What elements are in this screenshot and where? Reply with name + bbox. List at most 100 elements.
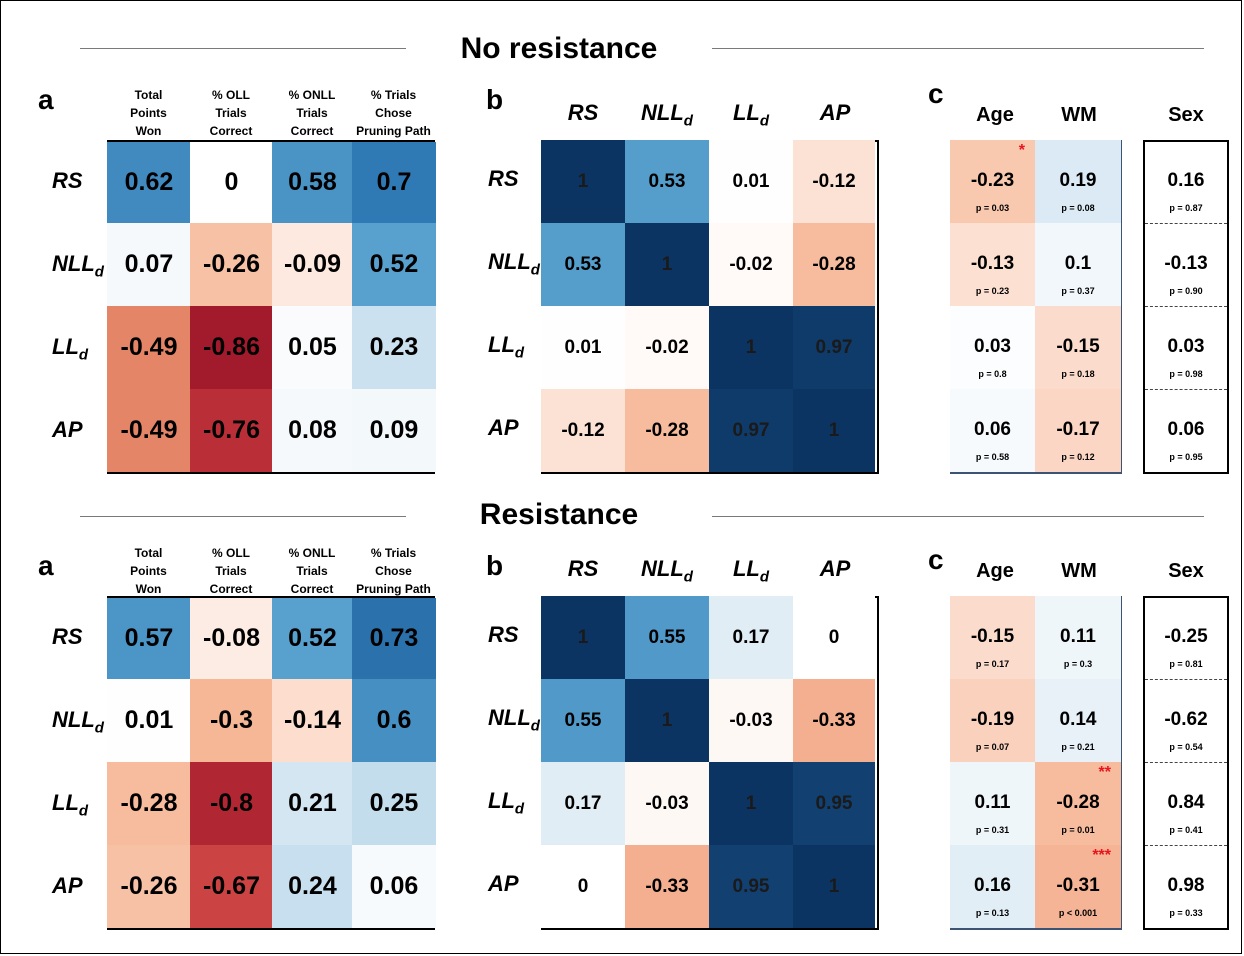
divider-left — [80, 48, 406, 49]
heatmap-cell: 0.52 — [272, 598, 353, 679]
p-value: p = 0.31 — [975, 825, 1010, 835]
section-title: No resistance — [460, 32, 658, 65]
panel-a-row-header: AP — [52, 873, 83, 898]
p-value: p = 0.12 — [1061, 452, 1095, 462]
subscript-d: d — [683, 568, 693, 586]
panel-b-row-header: RS — [488, 622, 519, 647]
col-header-line: Pruning Path — [356, 582, 431, 596]
subscript-d: d — [94, 263, 104, 281]
p-value: p = 0.13 — [975, 908, 1010, 918]
panel-c-col-header: Sex — [1168, 560, 1204, 582]
heatmap-cell: -0.76 — [190, 389, 273, 472]
heatmap-cell-wm: -0.15 p = 0.18 — [1035, 306, 1121, 389]
section-title: Resistance — [479, 498, 639, 531]
p-value: p = 0.08 — [1061, 203, 1095, 213]
correlation-value: -0.15 — [970, 626, 1015, 647]
heatmap-cell: 0.25 — [352, 762, 436, 845]
divider-right — [712, 48, 1204, 49]
row-divider — [1145, 223, 1227, 224]
heatmap-cell: -0.12 — [793, 140, 875, 223]
panel-a-row-header: AP — [52, 417, 83, 442]
heatmap-cell: -0.33 — [625, 845, 709, 928]
p-value: p = 0.37 — [1061, 286, 1095, 296]
heatmap-cell: 0.01 — [541, 306, 625, 389]
subscript-d: d — [530, 261, 540, 279]
heatmap-cell-wm: 0.11 p = 0.3 — [1035, 596, 1121, 679]
heatmap-cell: 1 — [793, 845, 875, 928]
sex-value: -0.25 — [1164, 626, 1208, 647]
sex-p-value: p = 0.81 — [1169, 659, 1203, 669]
panel-b-heatmap: 1 0.55 0.17 0 0.55 1 -0.03 -0.33 0.17 -0.03 1 0.95 0… — [541, 596, 879, 930]
heatmap-cell: -0.8 — [190, 762, 273, 845]
heatmap-cell: -0.12 — [541, 389, 625, 472]
panel-a-row-header: RS — [52, 624, 83, 649]
panel-c-col-header: WM — [1061, 560, 1097, 582]
panel-letter-a: a — [38, 84, 54, 115]
subscript-d: d — [530, 717, 540, 735]
heatmap-cell: 0 — [190, 142, 273, 223]
correlation-value: 0.03 — [974, 336, 1011, 357]
col-header-line: Correct — [290, 582, 334, 596]
sex-value: 0.84 — [1167, 792, 1205, 813]
sex-value: -0.62 — [1164, 709, 1208, 730]
correlation-value: -0.23 — [970, 170, 1015, 191]
heatmap-cell: -0.26 — [107, 845, 191, 928]
heatmap-cell: 0.17 — [541, 762, 625, 845]
panel-c-col-header: WM — [1061, 104, 1097, 126]
heatmap-cell: -0.03 — [625, 762, 709, 845]
panel-b-heatmap: 1 0.53 0.01 -0.12 0.53 1 -0.02 -0.28 0.01 -0.02 1 0… — [541, 140, 879, 474]
col-header-line: % OLL — [212, 546, 250, 560]
panel-b-row-header: AP — [488, 415, 519, 440]
heatmap-cell: 1 — [625, 223, 709, 306]
panel-a-col-header: % Trials Chose Pruning Path — [352, 86, 435, 140]
heatmap-cell: 0.23 — [352, 306, 436, 389]
panel-b-row-header: LLd — [488, 788, 525, 818]
heatmap-cell: 0.55 — [625, 596, 709, 679]
correlation-value: 0.11 — [1060, 626, 1096, 647]
p-value: p = 0.23 — [975, 286, 1010, 296]
p-value: p = 0.07 — [975, 742, 1010, 752]
heatmap-cell-age: -0.23 p = 0.03 * — [950, 140, 1035, 223]
heatmap-cell: -0.08 — [190, 598, 273, 679]
heatmap-cell: 0.21 — [272, 762, 353, 845]
col-header-line: Trials — [215, 564, 247, 578]
heatmap-cell: 0.01 — [709, 140, 793, 223]
panel-c-sex-box: -0.25 p = 0.81 -0.62 p = 0.54 0.84 p = 0.41 0.… — [1143, 596, 1229, 930]
heatmap-cell: 0.97 — [793, 306, 875, 389]
panel-b-col-header: RS — [567, 100, 599, 125]
heatmap-cell: -0.28 — [625, 389, 709, 472]
correlation-value: -0.13 — [970, 253, 1015, 274]
panel-c-heatmap: -0.15 p = 0.17 -0.19 p = 0.07 0.11 p = 0.31 0.… — [950, 596, 1122, 930]
heatmap-cell: 0.08 — [272, 389, 353, 472]
panel-c-heatmap: -0.23 p = 0.03 * -0.13 p = 0.23 0.03 p = 0.8 0.… — [950, 140, 1122, 474]
col-header-line: % Trials — [370, 88, 417, 102]
correlation-value: -0.28 — [1056, 792, 1100, 813]
col-header-line: Total — [134, 88, 163, 102]
panel-a-row-header: LLd — [52, 334, 89, 364]
col-header-line: % ONLL — [288, 88, 336, 102]
panel-c-col-header: Sex — [1168, 104, 1204, 126]
panel-a-col-header: Total Points Won — [107, 544, 190, 598]
divider-left — [80, 516, 406, 517]
heatmap-cell: 0.55 — [541, 679, 625, 762]
sex-p-value: p = 0.41 — [1169, 825, 1203, 835]
heatmap-cell-age: -0.19 p = 0.07 — [950, 679, 1035, 762]
panel-a-heatmap: 0.57 -0.08 0.52 0.73 0.01 -0.3 -0.14 0.6 -0.28 -0… — [107, 596, 436, 930]
p-value: p = 0.8 — [978, 369, 1007, 379]
heatmap-cell: 1 — [625, 679, 709, 762]
correlation-value: -0.19 — [970, 709, 1015, 730]
heatmap-cell: -0.02 — [709, 223, 793, 306]
heatmap-cell: -0.28 — [793, 223, 875, 306]
panel-a-col-header: % ONLL Trials Correct — [272, 86, 352, 140]
subscript-d: d — [78, 346, 89, 364]
panel-c-col-header: Age — [976, 104, 1014, 126]
heatmap-cell-wm: 0.14 p = 0.21 — [1035, 679, 1121, 762]
row-divider — [1145, 845, 1227, 846]
heatmap-cell: -0.28 — [107, 762, 191, 845]
panel-b-row-header: AP — [488, 871, 519, 896]
p-value: p = 0.01 — [1061, 825, 1095, 835]
panel-a-col-header: Total Points Won — [107, 86, 190, 140]
col-header-line: % OLL — [212, 88, 250, 102]
heatmap-cell: -0.67 — [190, 845, 273, 928]
correlation-value: 0.14 — [1059, 709, 1097, 730]
